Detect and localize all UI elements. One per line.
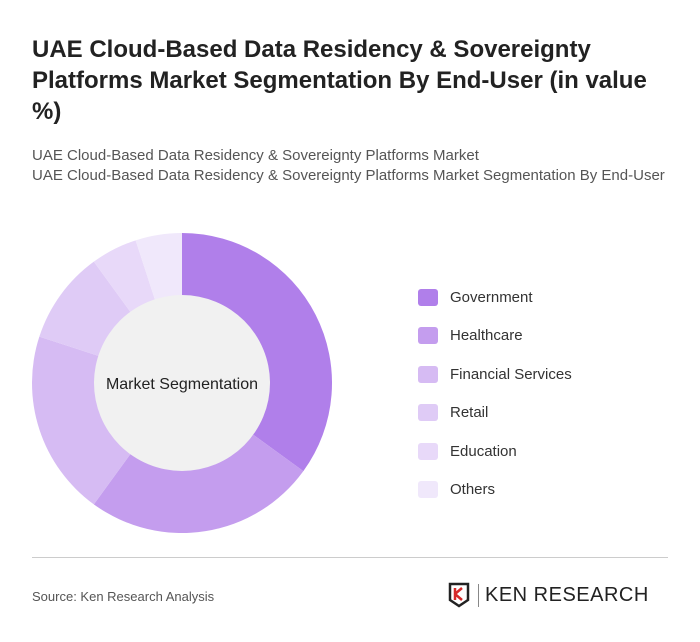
center-label: Market Segmentation <box>106 376 258 393</box>
logo-shield-icon <box>448 582 470 608</box>
legend-swatch <box>418 365 438 383</box>
chart-title: UAE Cloud-Based Data Residency & Soverei… <box>32 36 647 125</box>
legend-label: Financial Services <box>450 365 572 383</box>
subtitle-segmentation: UAE Cloud-Based Data Residency & Soverei… <box>32 167 665 184</box>
legend-item: Government <box>418 278 572 317</box>
legend-item: Others <box>418 471 572 510</box>
legend-swatch <box>418 442 438 460</box>
subtitle-market: UAE Cloud-Based Data Residency & Soverei… <box>32 147 479 164</box>
legend-label: Education <box>450 442 517 460</box>
legend-item: Education <box>418 432 572 471</box>
divider <box>32 557 668 558</box>
legend-item: Retail <box>418 394 572 433</box>
legend: Government Healthcare Financial Services Re… <box>418 278 572 509</box>
legend-label: Healthcare <box>450 327 523 345</box>
source-note: Source: Ken Research Analysis <box>32 589 215 604</box>
donut-hole <box>94 295 270 471</box>
legend-swatch <box>418 404 438 422</box>
legend-label: Government <box>450 288 533 306</box>
legend-label: Retail <box>450 404 489 422</box>
donut-chart: Market Segmentation <box>32 233 332 533</box>
legend-swatch <box>418 327 438 345</box>
ken-research-logo: KEN RESEARCH <box>448 582 649 608</box>
legend-item: Financial Services <box>418 355 572 394</box>
legend-swatch <box>418 481 438 499</box>
logo-text: KEN RESEARCH <box>478 583 649 607</box>
legend-item: Healthcare <box>418 317 572 356</box>
legend-label: Others <box>450 481 496 499</box>
legend-swatch <box>418 288 438 306</box>
